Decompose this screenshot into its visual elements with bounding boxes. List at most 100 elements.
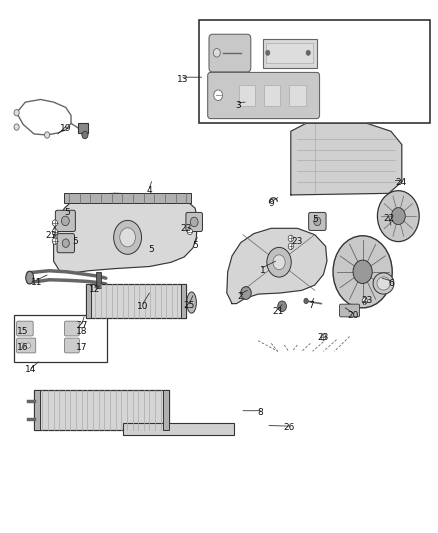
Text: 23: 23 [361, 296, 373, 305]
Text: 20: 20 [347, 311, 359, 320]
Bar [199, 20, 430, 123]
FancyBboxPatch shape [17, 321, 33, 336]
Circle shape [288, 235, 293, 241]
Ellipse shape [26, 271, 34, 284]
Circle shape [52, 220, 57, 226]
Text: 11: 11 [31, 278, 42, 287]
Text: 25: 25 [184, 301, 195, 310]
Bar [86, 284, 186, 318]
FancyBboxPatch shape [64, 338, 79, 353]
Text: 18: 18 [76, 327, 88, 336]
Text: 9: 9 [268, 199, 274, 208]
Bar [262, 38, 317, 68]
Text: 8: 8 [258, 408, 263, 417]
Text: 5: 5 [193, 241, 198, 250]
Text: 21: 21 [272, 307, 283, 316]
Text: 23: 23 [318, 333, 329, 342]
FancyBboxPatch shape [17, 338, 36, 353]
Text: 5: 5 [312, 215, 318, 224]
Circle shape [14, 124, 19, 130]
Circle shape [278, 301, 286, 312]
Polygon shape [53, 193, 197, 273]
Circle shape [265, 50, 270, 55]
Text: 17: 17 [76, 343, 88, 352]
Bar [34, 390, 169, 430]
Ellipse shape [377, 277, 390, 290]
Text: 27: 27 [76, 321, 88, 330]
Circle shape [362, 298, 367, 304]
Circle shape [114, 220, 141, 254]
Circle shape [241, 287, 251, 300]
Bar [96, 272, 102, 288]
Text: 10: 10 [137, 302, 148, 311]
Circle shape [120, 228, 135, 247]
Circle shape [190, 217, 198, 227]
Bar [86, 284, 92, 318]
Bar [34, 390, 40, 430]
Text: 22: 22 [383, 214, 394, 223]
Circle shape [321, 334, 326, 340]
Circle shape [306, 50, 311, 55]
Circle shape [62, 239, 69, 247]
Bar [163, 390, 169, 430]
Text: 16: 16 [17, 343, 28, 352]
Polygon shape [227, 228, 327, 304]
Text: 23: 23 [180, 224, 192, 233]
Text: 5: 5 [148, 245, 155, 254]
FancyBboxPatch shape [186, 213, 202, 231]
Circle shape [304, 298, 308, 304]
FancyBboxPatch shape [57, 233, 74, 253]
Circle shape [378, 191, 419, 241]
Circle shape [273, 255, 285, 270]
Circle shape [82, 131, 88, 139]
Circle shape [213, 49, 220, 57]
Text: 1: 1 [260, 266, 265, 275]
Ellipse shape [373, 273, 394, 294]
Circle shape [52, 229, 57, 235]
Text: 23: 23 [292, 237, 303, 246]
Text: 4: 4 [147, 186, 152, 195]
Bar [289, 85, 306, 106]
Circle shape [314, 217, 321, 225]
Bar [78, 123, 88, 133]
Circle shape [214, 90, 223, 101]
FancyBboxPatch shape [64, 321, 79, 336]
Text: 24: 24 [396, 178, 406, 187]
FancyBboxPatch shape [209, 34, 251, 72]
Text: 6: 6 [388, 279, 394, 288]
Polygon shape [291, 123, 402, 195]
Circle shape [45, 132, 49, 138]
Bar [123, 423, 234, 435]
Text: 3: 3 [236, 101, 241, 110]
Bar [64, 193, 191, 203]
Circle shape [14, 110, 19, 116]
Circle shape [267, 247, 291, 277]
Bar [264, 85, 280, 106]
Text: 12: 12 [89, 285, 101, 294]
Text: 2: 2 [237, 292, 243, 301]
FancyBboxPatch shape [309, 213, 326, 230]
FancyBboxPatch shape [339, 304, 360, 317]
Bar [239, 85, 255, 106]
Text: 19: 19 [60, 124, 71, 133]
Circle shape [52, 238, 57, 244]
Text: 14: 14 [25, 366, 37, 374]
Text: 15: 15 [17, 327, 28, 336]
Circle shape [353, 260, 372, 284]
FancyBboxPatch shape [208, 72, 320, 118]
Bar [266, 43, 314, 63]
Text: 23: 23 [46, 231, 57, 240]
Circle shape [20, 343, 25, 348]
Circle shape [61, 216, 69, 225]
Text: 5: 5 [64, 208, 70, 217]
Circle shape [288, 243, 293, 249]
Bar [14, 316, 107, 362]
Ellipse shape [187, 292, 196, 313]
Text: 7: 7 [308, 301, 314, 310]
FancyBboxPatch shape [55, 211, 75, 231]
Text: 26: 26 [283, 423, 294, 432]
Text: 5: 5 [73, 237, 78, 246]
Circle shape [26, 343, 31, 348]
Bar [181, 284, 186, 318]
Circle shape [187, 228, 192, 235]
